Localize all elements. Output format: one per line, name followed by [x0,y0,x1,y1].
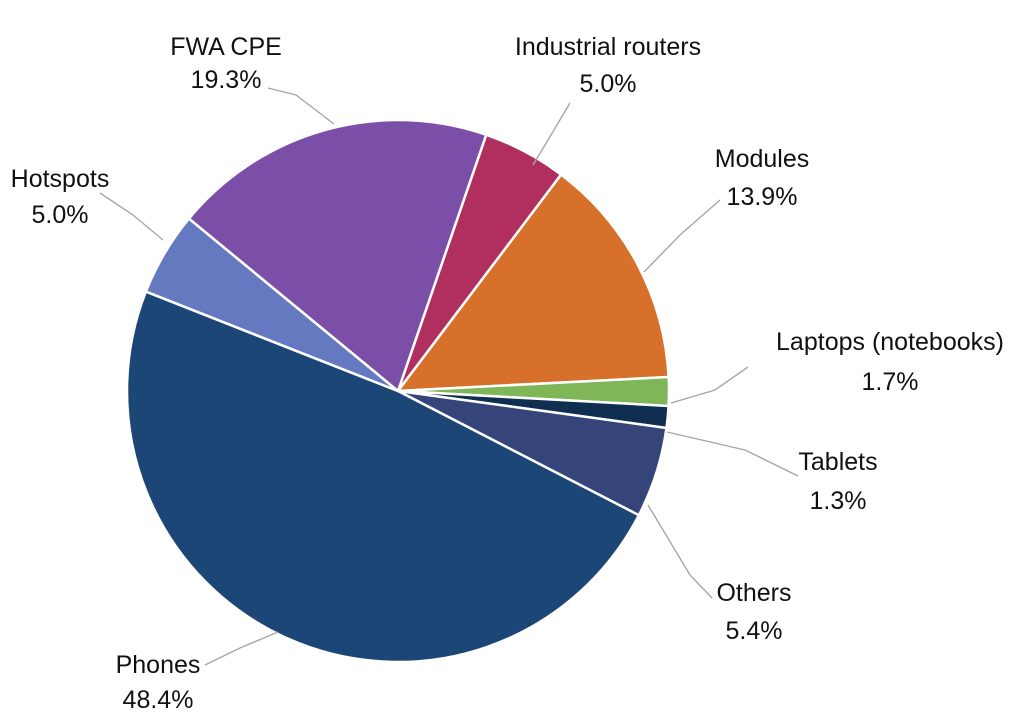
label-name-tablets: Tablets [798,448,877,476]
label-pct-phones: 48.4% [123,686,194,714]
leader-line-phones [204,631,279,666]
label-name-laptops: Laptops (notebooks) [776,328,1004,356]
leader-line-fwa-cpe [267,87,335,125]
label-pct-modules: 13.9% [727,183,798,211]
slice-labels: FWA CPE 19.3% Industrial routers 5.0% Mo… [11,33,1004,714]
leader-line-others [647,504,713,599]
label-pct-laptops: 1.7% [862,368,919,396]
label-name-fwa-cpe: FWA CPE [170,33,282,61]
label-name-modules: Modules [715,145,810,173]
leader-lines [99,87,799,666]
leader-line-hotspots [99,192,164,241]
label-name-hotspots: Hotspots [11,165,110,193]
label-pct-tablets: 1.3% [810,487,867,515]
pie-slice-phones [125,290,641,664]
label-pct-hotspots: 5.0% [32,201,89,229]
pie-slice-fwa-cpe [187,118,488,393]
pie-slice-modules [396,173,670,393]
label-pct-industrial-routers: 5.0% [580,70,637,98]
leader-line-tablets [666,431,799,477]
leader-line-industrial-routers [532,102,571,166]
label-name-others: Others [716,579,791,607]
label-pct-others: 5.4% [726,617,783,645]
pie-slices [125,118,671,664]
label-name-industrial-routers: Industrial routers [515,33,701,61]
leader-line-modules [643,199,721,273]
label-name-phones: Phones [116,651,201,679]
label-pct-fwa-cpe: 19.3% [191,66,262,94]
leader-line-laptops [670,366,749,404]
